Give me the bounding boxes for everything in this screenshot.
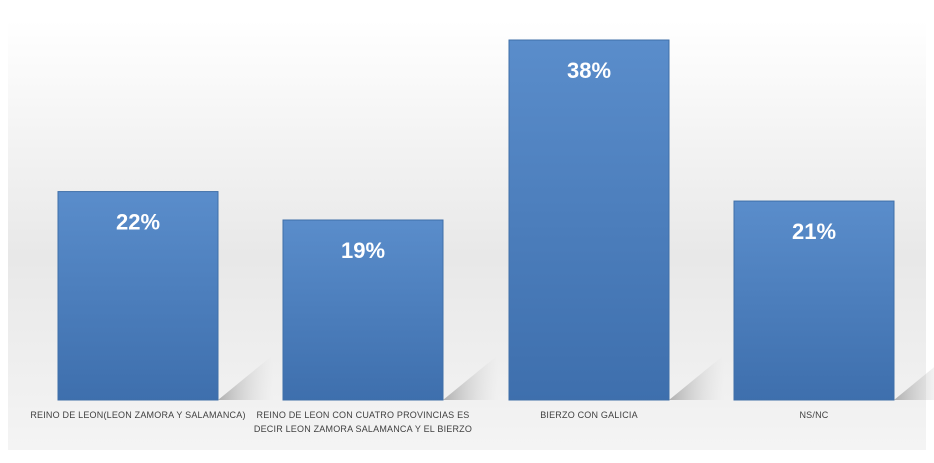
- bar: [733, 200, 895, 401]
- value-label: 19%: [341, 238, 385, 263]
- bar-shadow: [443, 355, 498, 400]
- bar: [508, 39, 670, 401]
- category-label: BIERZO CON GALICIA: [540, 410, 638, 420]
- bars: [57, 39, 895, 401]
- category-label: NS/NC: [799, 410, 829, 420]
- value-label: 22%: [116, 210, 160, 235]
- bar-shadow: [218, 355, 273, 400]
- bar: [282, 219, 444, 401]
- bar-shadows: [218, 355, 934, 400]
- bar: [57, 191, 219, 401]
- value-label: 21%: [792, 219, 836, 244]
- category-label: REINO DE LEON(LEON ZAMORA Y SALAMANCA): [30, 410, 246, 420]
- bar-shadow: [894, 367, 934, 400]
- bar-shadow: [669, 355, 724, 400]
- value-label: 38%: [567, 58, 611, 83]
- category-label: REINO DE LEON CON CUATRO PROVINCIAS ES D…: [253, 410, 473, 434]
- value-labels: 22% 19% 38% 21%: [116, 58, 836, 263]
